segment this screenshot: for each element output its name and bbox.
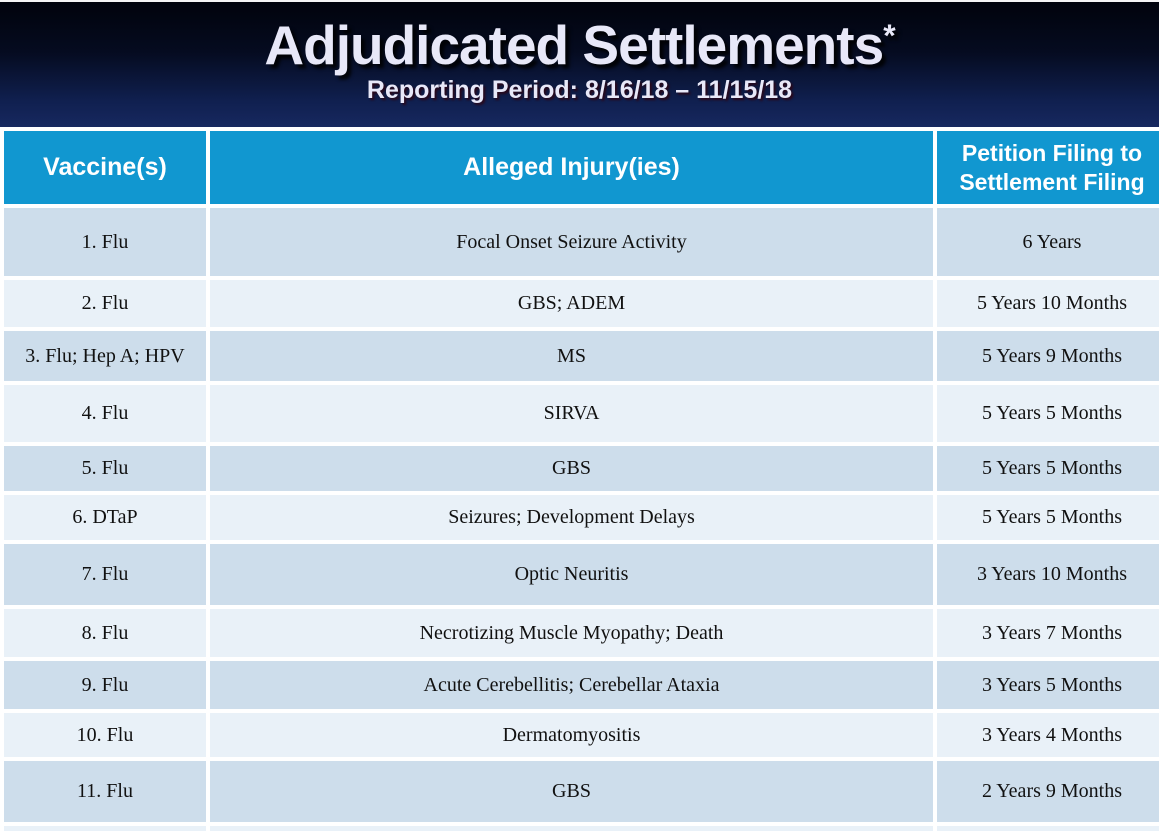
injury-cell: MS <box>210 331 933 381</box>
duration-cell <box>937 826 1159 831</box>
title-asterisk: * <box>883 17 895 53</box>
injury-cell: GBS; ADEM <box>210 280 933 327</box>
table-row: 2. Flu GBS; ADEM 5 Years 10 Months <box>4 280 1159 327</box>
vaccine-cell: 8. Flu <box>4 609 206 657</box>
page-subtitle: Reporting Period: 8/16/18 – 11/15/18 <box>366 76 793 104</box>
table-row: 4. Flu SIRVA 5 Years 5 Months <box>4 385 1159 442</box>
injury-cell: Focal Onset Seizure Activity <box>210 208 933 276</box>
duration-cell: 3 Years 10 Months <box>937 544 1159 605</box>
table-row <box>4 826 1159 831</box>
table-row: 9. Flu Acute Cerebellitis; Cerebellar At… <box>4 661 1159 709</box>
table-row: 11. Flu GBS 2 Years 9 Months <box>4 761 1159 822</box>
vaccine-cell: 2. Flu <box>4 280 206 327</box>
injury-cell: Necrotizing Muscle Myopathy; Death <box>210 609 933 657</box>
vaccine-cell: 9. Flu <box>4 661 206 709</box>
table-row: 1. Flu Focal Onset Seizure Activity 6 Ye… <box>4 208 1159 276</box>
injury-cell: Seizures; Development Delays <box>210 495 933 540</box>
vaccine-cell: 1. Flu <box>4 208 206 276</box>
vaccine-cell: 4. Flu <box>4 385 206 442</box>
title-banner: Adjudicated Settlements* Reporting Perio… <box>0 0 1159 127</box>
table-row: 10. Flu Dermatomyositis 3 Years 4 Months <box>4 713 1159 757</box>
vaccine-cell: 3. Flu; Hep A; HPV <box>4 331 206 381</box>
vaccine-cell: 11. Flu <box>4 761 206 822</box>
header-row: Vaccine(s) Alleged Injury(ies) Petition … <box>4 131 1159 204</box>
vaccine-cell: 6. DTaP <box>4 495 206 540</box>
table-row: 7. Flu Optic Neuritis 3 Years 10 Months <box>4 544 1159 605</box>
duration-cell: 5 Years 10 Months <box>937 280 1159 327</box>
injury-cell: Acute Cerebellitis; Cerebellar Ataxia <box>210 661 933 709</box>
injury-cell: GBS <box>210 761 933 822</box>
vaccine-cell <box>4 826 206 831</box>
injury-cell: Dermatomyositis <box>210 713 933 757</box>
duration-cell: 5 Years 5 Months <box>937 385 1159 442</box>
settlements-table: Vaccine(s) Alleged Injury(ies) Petition … <box>0 127 1159 831</box>
duration-cell: 5 Years 5 Months <box>937 446 1159 491</box>
duration-cell: 3 Years 5 Months <box>937 661 1159 709</box>
table-row: 8. Flu Necrotizing Muscle Myopathy; Deat… <box>4 609 1159 657</box>
duration-cell: 3 Years 4 Months <box>937 713 1159 757</box>
injury-cell: GBS <box>210 446 933 491</box>
duration-cell: 5 Years 9 Months <box>937 331 1159 381</box>
page-title-text: Adjudicated Settlements <box>264 14 884 76</box>
page-title: Adjudicated Settlements* <box>0 4 1159 76</box>
settlements-table-head: Vaccine(s) Alleged Injury(ies) Petition … <box>4 131 1159 204</box>
settlements-table-body: 1. Flu Focal Onset Seizure Activity 6 Ye… <box>4 208 1159 831</box>
table-row: 5. Flu GBS 5 Years 5 Months <box>4 446 1159 491</box>
vaccine-cell: 5. Flu <box>4 446 206 491</box>
duration-cell: 2 Years 9 Months <box>937 761 1159 822</box>
injury-cell: Optic Neuritis <box>210 544 933 605</box>
vaccine-cell: 7. Flu <box>4 544 206 605</box>
injury-cell <box>210 826 933 831</box>
column-header-petition-filing: Petition Filing to Settlement Filing <box>937 131 1159 204</box>
injury-cell: SIRVA <box>210 385 933 442</box>
column-header-vaccines: Vaccine(s) <box>4 131 206 204</box>
duration-cell: 5 Years 5 Months <box>937 495 1159 540</box>
duration-cell: 6 Years <box>937 208 1159 276</box>
duration-cell: 3 Years 7 Months <box>937 609 1159 657</box>
table-row: 6. DTaP Seizures; Development Delays 5 Y… <box>4 495 1159 540</box>
column-header-alleged-injuries: Alleged Injury(ies) <box>210 131 933 204</box>
table-row: 3. Flu; Hep A; HPV MS 5 Years 9 Months <box>4 331 1159 381</box>
vaccine-cell: 10. Flu <box>4 713 206 757</box>
